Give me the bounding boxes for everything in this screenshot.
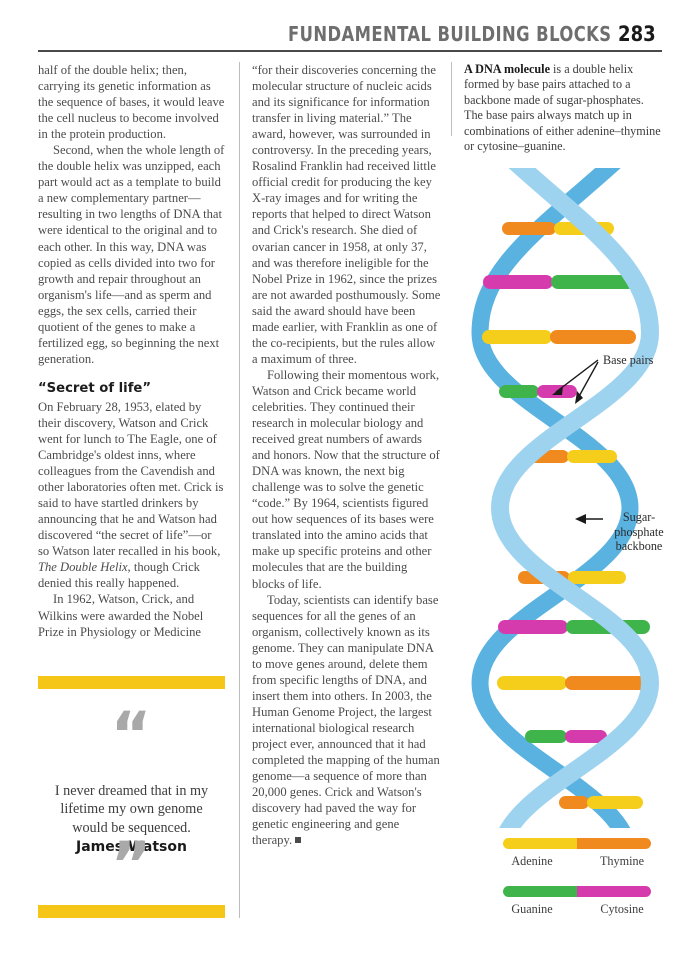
legend-swatch-right xyxy=(577,838,651,849)
dna-helix-illustration xyxy=(455,168,670,828)
body-column-1: half of the double helix; then, carrying… xyxy=(38,62,225,640)
legend-labels: Adenine Thymine xyxy=(487,854,667,869)
base-pair-rung xyxy=(525,730,607,743)
body-column-2: “for their discoveries concerning the mo… xyxy=(252,62,442,848)
paragraph: Today, scientists can identify base sequ… xyxy=(252,592,442,849)
section-subheading: “Secret of life” xyxy=(38,380,152,396)
pull-quote: “ I never dreamed that in my lifetime my… xyxy=(38,676,225,918)
paragraph-part: , though Crick denied this really happen… xyxy=(38,560,200,591)
page-number: 283 xyxy=(618,22,656,46)
base-pair-rung xyxy=(499,385,577,398)
dna-legend: Adenine Thymine Guanine Cytosine xyxy=(487,838,667,934)
legend-label-left: Guanine xyxy=(511,902,553,916)
annotation-backbone-label: Sugar-phosphate backbone xyxy=(614,510,664,554)
running-head-title: FUNDAMENTAL BUILDING BLOCKS xyxy=(287,22,612,46)
base-pair-rung xyxy=(559,796,643,809)
pull-quote-bar-bottom xyxy=(38,905,225,918)
column-divider-2 xyxy=(451,62,452,136)
end-of-article-mark xyxy=(295,837,302,844)
caption-lead-in: A DNA molecule xyxy=(464,62,550,76)
legend-label-left: Adenine xyxy=(511,854,553,868)
legend-swatch-left xyxy=(503,838,577,849)
paragraph: Following their momentous work, Watson a… xyxy=(252,367,440,591)
paragraph: On February 28, 1953, elated by their di… xyxy=(38,399,225,592)
legend-swatch-right xyxy=(577,886,651,897)
pull-quote-attribution: James Watson xyxy=(76,839,187,856)
pull-quote-text: I never dreamed that in my lifetime my o… xyxy=(46,782,217,857)
pull-quote-bar-top xyxy=(38,676,225,689)
paragraph-part: Today, scientists can identify base sequ… xyxy=(252,592,440,848)
paragraph: In 1962, Watson, Crick, and Wilkins were… xyxy=(38,592,204,639)
legend-bar xyxy=(503,886,651,897)
paragraph: A DNA molecule is a double helix formed … xyxy=(464,62,662,154)
base-pair-rung xyxy=(497,676,651,690)
legend-swatch-left xyxy=(503,886,577,897)
legend-label-right: Cytosine xyxy=(600,902,644,916)
figure-caption: A DNA molecule is a double helix formed … xyxy=(464,62,662,154)
quote-close-icon: ” xyxy=(110,827,153,901)
base-pair-rung xyxy=(482,330,636,344)
caption-body: is a double helix formed by base pairs a… xyxy=(464,62,661,154)
annotation-base-pairs-label: Base pairs xyxy=(603,353,654,367)
base-pair-rung xyxy=(483,275,635,289)
header-rule xyxy=(38,50,662,52)
paragraph: Second, when the whole length of the dou… xyxy=(38,143,225,366)
pull-quote-body: I never dreamed that in my lifetime my o… xyxy=(54,783,209,836)
running-head: FUNDAMENTAL BUILDING BLOCKS 283 xyxy=(38,22,662,46)
book-title-italic: The Double Helix xyxy=(38,560,128,575)
quote-open-icon: “ xyxy=(110,698,153,771)
legend-labels: Guanine Cytosine xyxy=(487,902,667,917)
legend-row-adenine-thymine: Adenine Thymine xyxy=(487,838,667,886)
paragraph-part: On February 28, 1953, elated by their di… xyxy=(38,399,224,559)
base-pair-rungs-group-2 xyxy=(497,571,651,809)
paragraph: half of the double helix; then, carrying… xyxy=(38,63,225,142)
column-divider-1 xyxy=(239,62,240,918)
legend-bar xyxy=(503,838,651,849)
paragraph: “for their discoveries concerning the mo… xyxy=(252,63,441,366)
legend-label-right: Thymine xyxy=(599,854,644,868)
legend-row-guanine-cytosine: Guanine Cytosine xyxy=(487,886,667,934)
dna-backbone-strand-front xyxy=(490,168,660,828)
